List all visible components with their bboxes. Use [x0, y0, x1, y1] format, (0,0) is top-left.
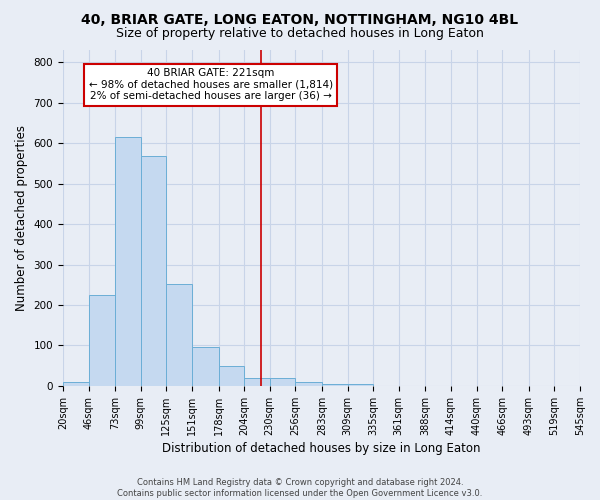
- Bar: [295, 382, 322, 386]
- Bar: [89, 295, 115, 386]
- Bar: [63, 382, 89, 386]
- Text: 40, BRIAR GATE, LONG EATON, NOTTINGHAM, NG10 4BL: 40, BRIAR GATE, LONG EATON, NOTTINGHAM, …: [82, 12, 518, 26]
- Bar: [115, 137, 141, 386]
- Text: 40 BRIAR GATE: 221sqm
← 98% of detached houses are smaller (1,814)
2% of semi-de: 40 BRIAR GATE: 221sqm ← 98% of detached …: [89, 68, 333, 102]
- X-axis label: Distribution of detached houses by size in Long Eaton: Distribution of detached houses by size …: [162, 442, 481, 455]
- Bar: [218, 366, 244, 386]
- Bar: [270, 378, 295, 386]
- Bar: [166, 284, 192, 386]
- Bar: [192, 346, 218, 386]
- Bar: [322, 384, 347, 386]
- Text: Contains HM Land Registry data © Crown copyright and database right 2024.
Contai: Contains HM Land Registry data © Crown c…: [118, 478, 482, 498]
- Y-axis label: Number of detached properties: Number of detached properties: [15, 125, 28, 311]
- Bar: [347, 384, 373, 386]
- Bar: [244, 378, 270, 386]
- Bar: [141, 156, 166, 386]
- Text: Size of property relative to detached houses in Long Eaton: Size of property relative to detached ho…: [116, 28, 484, 40]
